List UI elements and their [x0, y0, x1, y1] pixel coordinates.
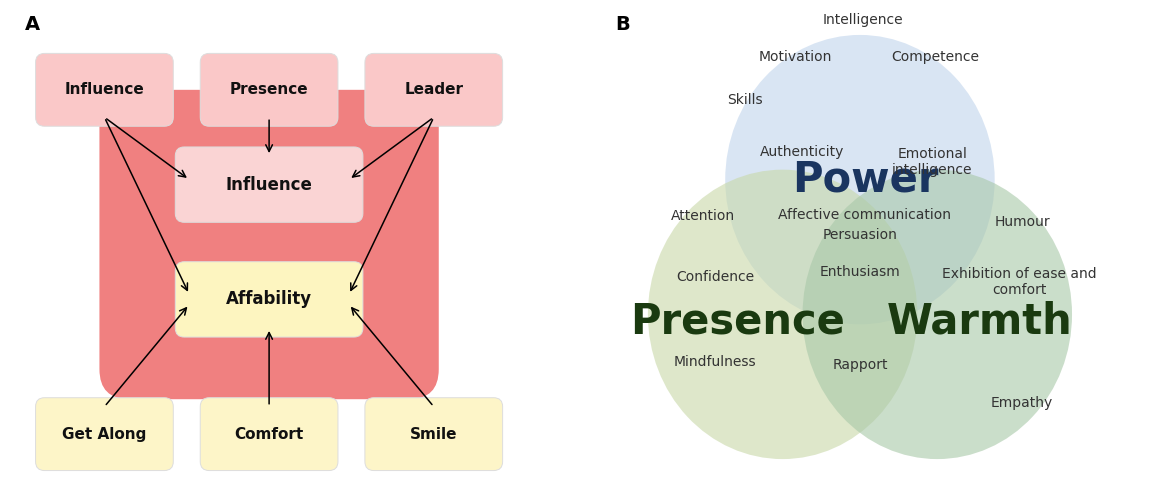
Text: Influence: Influence	[64, 82, 144, 97]
Text: Influence: Influence	[226, 176, 312, 194]
Text: Exhibition of ease and
comfort: Exhibition of ease and comfort	[942, 267, 1097, 297]
Text: Authenticity: Authenticity	[760, 145, 845, 159]
Text: Attention: Attention	[670, 209, 735, 223]
Text: A: A	[25, 15, 40, 34]
Text: Power: Power	[792, 159, 938, 201]
Text: Confidence: Confidence	[676, 270, 755, 284]
FancyBboxPatch shape	[176, 147, 363, 223]
Ellipse shape	[725, 35, 994, 324]
Text: Rapport: Rapport	[832, 358, 888, 372]
Text: Get Along: Get Along	[62, 427, 146, 442]
Text: Emotional
intelligence: Emotional intelligence	[892, 147, 972, 177]
Text: Humour: Humour	[994, 215, 1049, 229]
Text: Intelligence: Intelligence	[823, 13, 903, 27]
Ellipse shape	[648, 170, 917, 459]
Text: Warmth: Warmth	[887, 301, 1073, 343]
Text: Skills: Skills	[728, 93, 763, 107]
FancyBboxPatch shape	[176, 261, 363, 337]
Text: B: B	[615, 15, 631, 34]
FancyBboxPatch shape	[200, 53, 338, 126]
Text: Affability: Affability	[226, 290, 312, 308]
Text: Leader: Leader	[405, 82, 463, 97]
Text: Mindfulness: Mindfulness	[674, 355, 757, 369]
FancyBboxPatch shape	[35, 398, 173, 471]
FancyBboxPatch shape	[35, 53, 173, 126]
Ellipse shape	[803, 170, 1072, 459]
FancyBboxPatch shape	[200, 398, 338, 471]
Text: Motivation: Motivation	[758, 50, 832, 64]
Text: Enthusiasm: Enthusiasm	[819, 265, 901, 279]
Text: Empathy: Empathy	[991, 396, 1053, 410]
Text: Presence: Presence	[229, 82, 309, 97]
Text: Competence: Competence	[890, 50, 979, 64]
FancyBboxPatch shape	[365, 53, 503, 126]
Text: Presence: Presence	[631, 301, 845, 343]
Text: Comfort: Comfort	[234, 427, 304, 442]
Text: Persuasion: Persuasion	[823, 228, 897, 242]
Text: Affective communication: Affective communication	[778, 208, 951, 222]
FancyBboxPatch shape	[99, 90, 439, 399]
Text: Smile: Smile	[410, 427, 457, 442]
FancyBboxPatch shape	[365, 398, 503, 471]
